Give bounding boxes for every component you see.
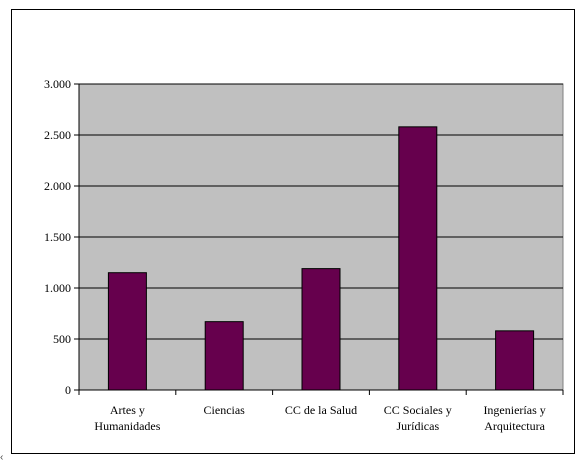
stray-mark: ‹ bbox=[0, 452, 3, 463]
x-tick-label-line: Ciencias bbox=[204, 403, 246, 417]
x-tick-label-line: Humanidades bbox=[94, 419, 160, 433]
y-tick-label: 1.500 bbox=[44, 230, 71, 244]
axes bbox=[74, 83, 564, 395]
y-tick-label: 0 bbox=[65, 383, 71, 397]
x-tick-label-line: CC de la Salud bbox=[285, 403, 357, 417]
y-tick-label: 3.000 bbox=[44, 77, 71, 91]
x-tick-label: CC de la Salud bbox=[285, 403, 357, 417]
x-tick-label-line: CC Sociales y bbox=[384, 403, 452, 417]
y-tick-label: 500 bbox=[53, 332, 71, 346]
x-tick-label: Artes y Humanidades bbox=[94, 403, 160, 433]
y-tick-labels: 0 500 1.000 1.500 2.000 2.500 3.000 bbox=[44, 77, 71, 397]
x-tick-label: Ingenierías y Arquitectura bbox=[483, 403, 545, 433]
x-tick-label: CC Sociales y Jurídicas bbox=[384, 403, 452, 433]
x-tick-label: Ciencias bbox=[204, 403, 246, 417]
bar bbox=[301, 268, 341, 391]
bar bbox=[495, 330, 535, 391]
y-tick-label: 2.000 bbox=[44, 179, 71, 193]
x-tick-label-line: Ingenierías y bbox=[483, 403, 545, 417]
x-tick-label-line: Artes y bbox=[110, 403, 145, 417]
x-tick-labels: Artes y Humanidades Ciencias CC de la Salud… bbox=[94, 403, 545, 433]
bar bbox=[204, 321, 244, 391]
y-tick-label: 1.000 bbox=[44, 281, 71, 295]
x-tick-label-line: Arquitectura bbox=[484, 419, 545, 433]
bar bbox=[107, 272, 147, 391]
y-tick-label: 2.500 bbox=[44, 128, 71, 142]
bar bbox=[398, 126, 438, 391]
bars bbox=[107, 126, 535, 391]
x-tick-label-line: Jurídicas bbox=[396, 419, 439, 433]
